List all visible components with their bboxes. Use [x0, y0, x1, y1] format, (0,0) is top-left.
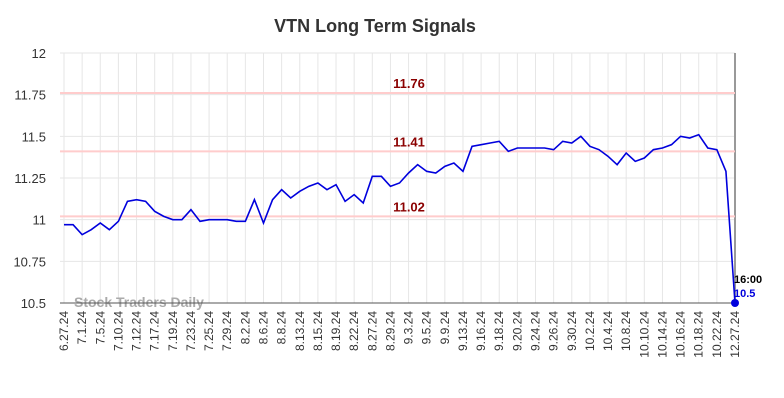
- y-tick-label: 10.75: [13, 254, 46, 269]
- x-tick-label: 10.16.24: [674, 311, 688, 358]
- y-tick-label: 11.75: [14, 88, 46, 103]
- x-tick-label: 8.8.24: [275, 311, 289, 345]
- x-tick-label: 7.5.24: [93, 311, 107, 345]
- x-tick-label: 8.6.24: [256, 311, 270, 345]
- x-tick-label: 10.2.24: [583, 311, 597, 351]
- x-tick-label: 10.8.24: [619, 311, 633, 351]
- x-tick-label: 7.1.24: [75, 311, 89, 345]
- x-tick-label: 8.2.24: [238, 311, 252, 345]
- x-tick-label: 12.27.24: [728, 311, 742, 358]
- x-tick-label: 10.10.24: [637, 311, 651, 358]
- y-tick-label: 12: [32, 46, 46, 61]
- x-tick-label: 10.18.24: [692, 311, 706, 358]
- x-tick-label: 7.12.24: [130, 311, 144, 351]
- x-tick-label: 9.16.24: [474, 311, 488, 351]
- x-tick-label: 6.27.24: [57, 311, 71, 351]
- y-tick-label: 11.25: [14, 171, 46, 186]
- x-tick-label: 7.23.24: [184, 311, 198, 351]
- x-tick-label: 9.9.24: [438, 311, 452, 345]
- chart-title: VTN Long Term Signals: [274, 16, 476, 36]
- x-tick-label: 7.29.24: [220, 311, 234, 351]
- last-value-label: 10.5: [734, 288, 755, 300]
- x-tick-label: 10.4.24: [601, 311, 615, 351]
- x-tick-label: 7.17.24: [148, 311, 162, 351]
- y-tick-label: 11.5: [22, 129, 46, 144]
- x-tick-label: 7.25.24: [202, 311, 216, 351]
- reference-label: 11.76: [393, 76, 425, 91]
- y-tick-label: 10.5: [21, 296, 46, 311]
- x-tick-label: 8.22.24: [347, 311, 361, 351]
- x-tick-label: 8.29.24: [383, 311, 397, 351]
- reference-label: 11.02: [393, 199, 425, 214]
- x-tick-label: 9.30.24: [565, 311, 579, 351]
- x-tick-label: 9.26.24: [547, 311, 561, 351]
- x-tick-label: 10.14.24: [655, 311, 669, 358]
- x-tick-label: 8.19.24: [329, 311, 343, 351]
- x-tick-label: 7.10.24: [111, 311, 125, 351]
- x-tick-label: 9.24.24: [529, 311, 543, 351]
- watermark: Stock Traders Daily: [74, 294, 204, 310]
- x-tick-label: 9.18.24: [492, 311, 506, 351]
- x-tick-label: 9.13.24: [456, 311, 470, 351]
- price-line: [64, 133, 736, 304]
- x-tick-label: 8.13.24: [293, 311, 307, 351]
- x-tick-label: 8.27.24: [365, 311, 379, 351]
- reference-label: 11.41: [393, 134, 425, 149]
- x-tick-label: 7.19.24: [166, 311, 180, 351]
- x-tick-label: 8.15.24: [311, 311, 325, 351]
- y-tick-label: 11: [33, 213, 47, 228]
- x-tick-label: 9.5.24: [420, 311, 434, 345]
- last-point: [731, 299, 739, 307]
- x-tick-label: 10.22.24: [710, 311, 724, 358]
- x-tick-label: 9.3.24: [402, 311, 416, 345]
- x-tick-label: 9.20.24: [510, 311, 524, 351]
- last-time-label: 16:00: [734, 274, 762, 286]
